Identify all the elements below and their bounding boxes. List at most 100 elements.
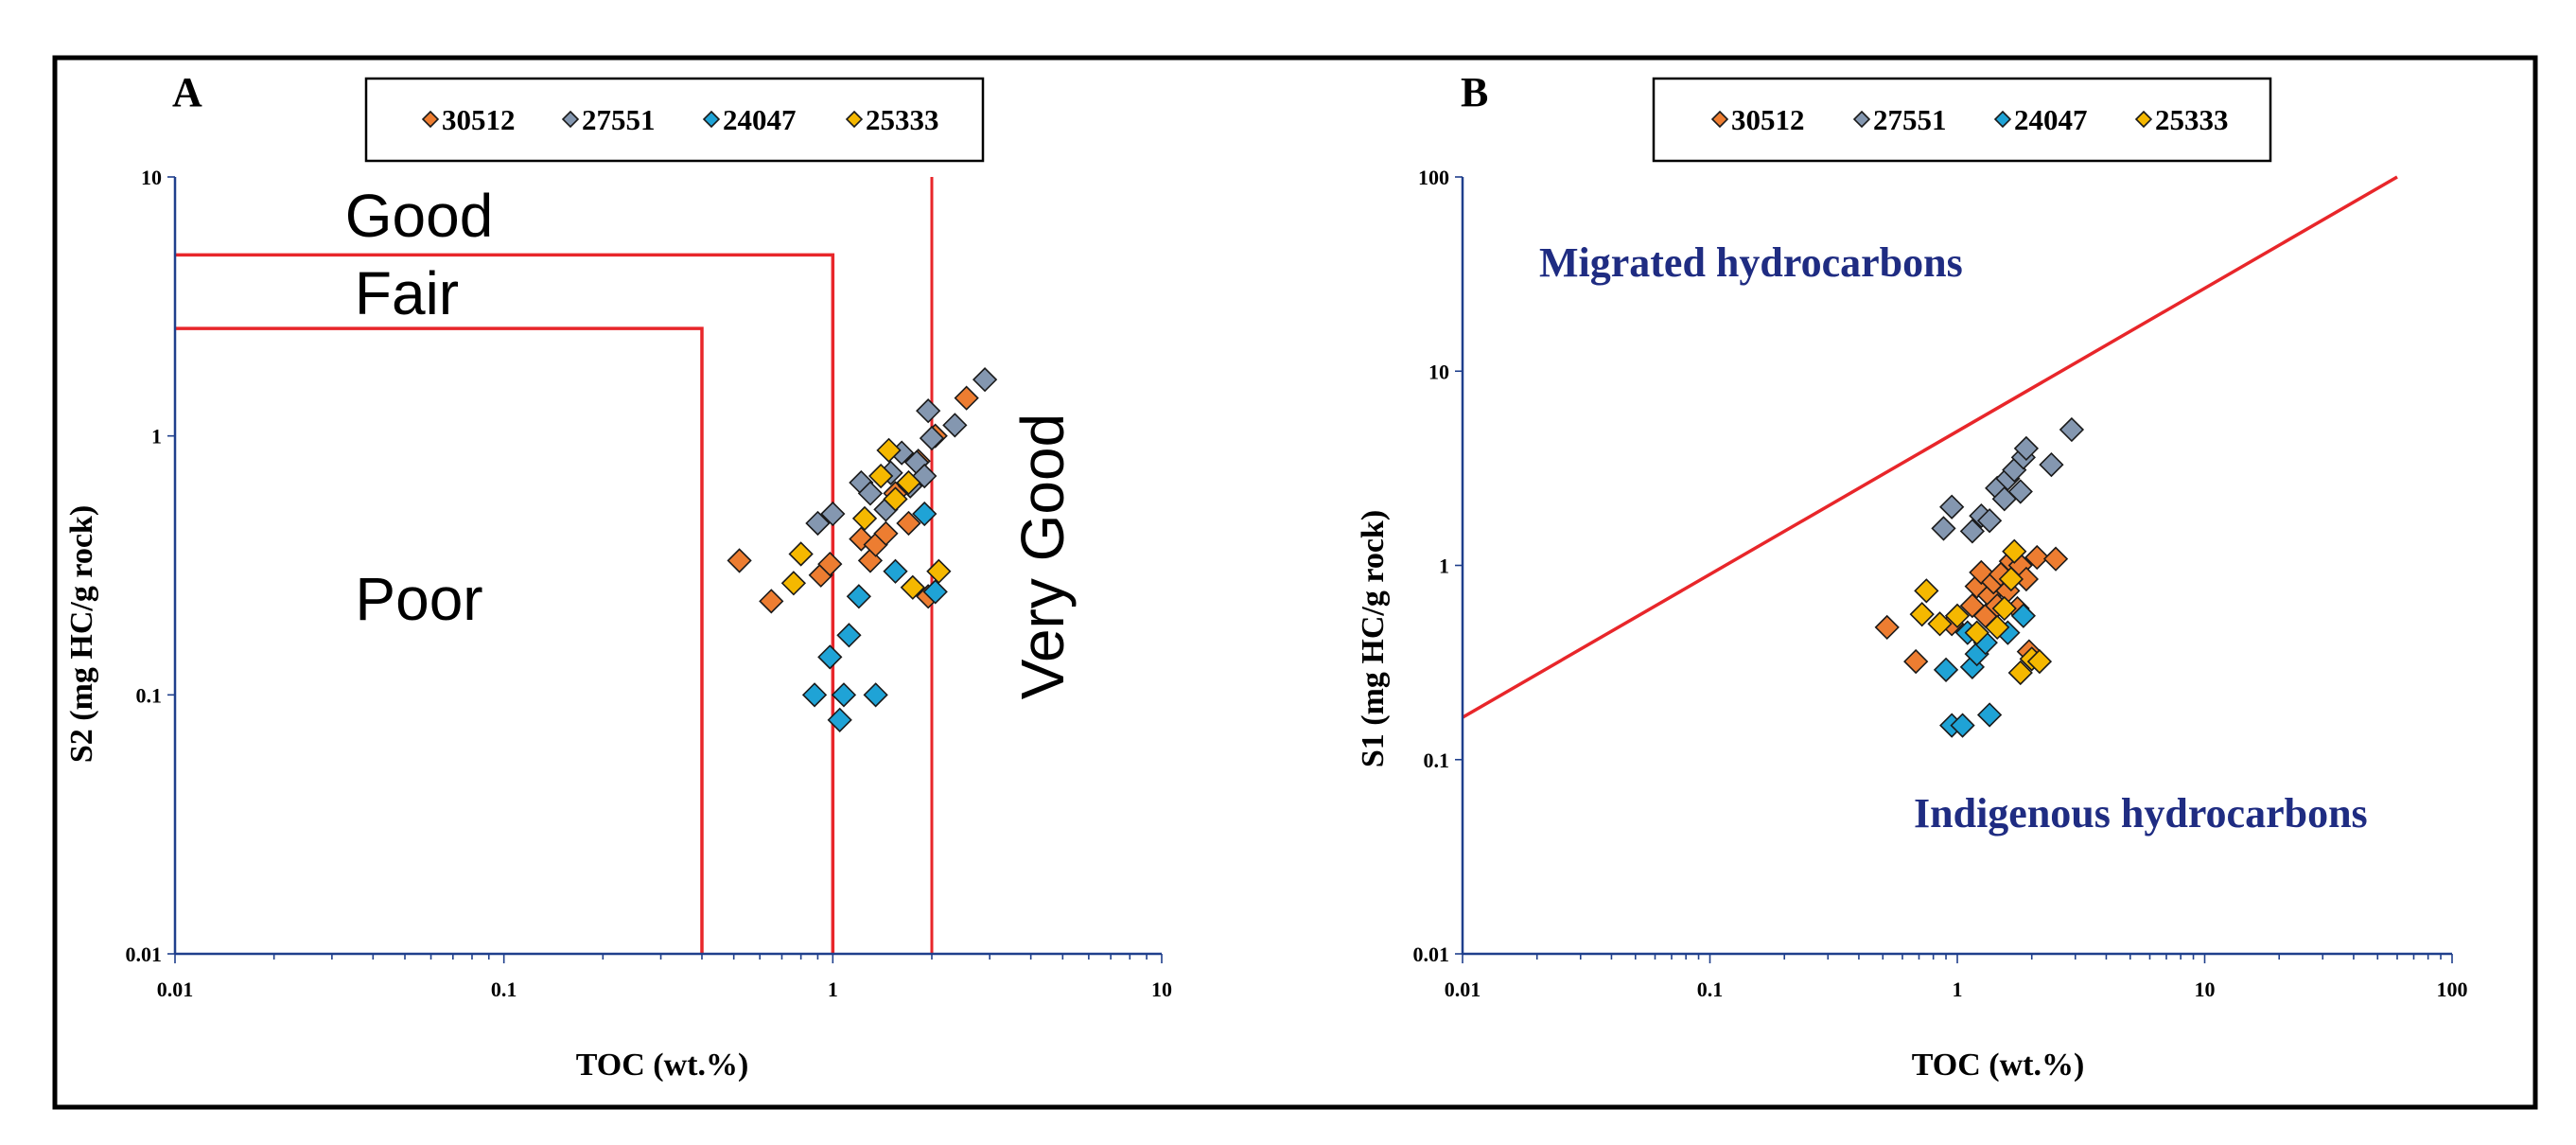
panel-b-point-27551-0 xyxy=(1931,516,1956,541)
panel-b-y-tick-label: 100 xyxy=(1418,166,1449,189)
panel-b-x-tick-label: 0.1 xyxy=(1697,978,1724,1001)
panel-b-point-24047-7 xyxy=(1976,702,2003,728)
panel-a-point-24047-6 xyxy=(863,682,888,708)
panel-a-legend-label-25333: 25333 xyxy=(866,103,939,136)
panel-a-point-24047-9 xyxy=(922,579,948,605)
panel-b-y-axis-title: S1 (mg HC/g rock) xyxy=(1356,510,1391,767)
panel-a-point-25333-1 xyxy=(788,541,814,567)
panel-b-legend-label-24047: 24047 xyxy=(2014,103,2088,136)
panel-a-point-25333-4 xyxy=(876,437,902,463)
panel-a-y-tick-label: 10 xyxy=(141,166,162,189)
panel-a-point-30512-7 xyxy=(873,520,899,546)
panel-a-point-24047-3 xyxy=(831,682,857,708)
panel-a-letter: A xyxy=(172,69,202,115)
panel-b-point-25333-0 xyxy=(1909,602,1935,627)
panel-a-point-25333-8 xyxy=(926,558,952,584)
panel-a-y-axis-title: S2 (mg HC/g rock) xyxy=(64,505,99,763)
panel-a-point-27551-0 xyxy=(805,510,831,537)
panel-b-point-25333-6 xyxy=(1991,595,2017,622)
panel-b: B 30512 27551 24047 25333 Migrated hydrocar… xyxy=(1356,69,2468,1083)
panel-b-point-30512-0 xyxy=(1874,614,1900,641)
panel-b-legend-label-25333: 25333 xyxy=(2155,103,2229,136)
panel-b-x-tick-label: 100 xyxy=(2437,978,2468,1001)
zone-label-good: Good xyxy=(345,182,494,250)
panel-a-legend-marker-25333 xyxy=(845,110,864,129)
panel-a-x-tick-label: 0.01 xyxy=(157,978,194,1001)
panel-b-point-27551-4 xyxy=(1976,508,2003,534)
panel-b-point-25333-8 xyxy=(2002,538,2027,564)
panel-a-x-tick-label: 1 xyxy=(828,978,838,1001)
panel-a-point-27551-12 xyxy=(942,413,968,438)
panel-b-point-25333-2 xyxy=(1927,611,1953,637)
panel-a-point-24047-8 xyxy=(912,501,938,527)
panel-a-point-24047-5 xyxy=(846,584,871,609)
panel-a-x-tick-label: 10 xyxy=(1151,978,1172,1001)
panel-a-y-tick-label: 0.1 xyxy=(136,683,163,707)
panel-b-legend-label-30512: 30512 xyxy=(1731,103,1805,136)
panel-b-y-tick-label: 0.01 xyxy=(1413,942,1450,966)
panel-a-point-25333-6 xyxy=(896,469,921,496)
panel-b-legend-marker-25333 xyxy=(2134,110,2153,129)
panel-b-legend-marker-27551 xyxy=(1852,110,1871,129)
panel-a-point-25333-2 xyxy=(851,505,878,532)
panel-a-point-27551-1 xyxy=(820,501,846,527)
panel-a-legend-label-27551: 27551 xyxy=(582,103,656,136)
panel-a-point-30512-9 xyxy=(896,510,921,537)
panel-a-point-27551-3 xyxy=(857,481,884,506)
panel-b-x-tick-label: 0.01 xyxy=(1445,978,1481,1001)
panel-a-point-25333-7 xyxy=(900,574,925,600)
panel-b-point-25333-1 xyxy=(1914,578,1939,604)
panel-b-point-27551-11 xyxy=(2013,435,2040,462)
panel-a-legend-marker-30512 xyxy=(421,110,440,129)
panel-a-legend-label-30512: 30512 xyxy=(442,103,516,136)
panel-b-point-27551-9 xyxy=(2007,479,2033,504)
panel-b-point-24047-0 xyxy=(1933,657,1959,682)
panel-b-x-tick-label: 10 xyxy=(2195,978,2216,1001)
zone-label-fair: Fair xyxy=(355,259,459,327)
panel-a-legend: 30512 27551 24047 25333 xyxy=(364,77,985,163)
panel-a-legend-marker-24047 xyxy=(702,110,721,129)
panel-b-y-tick-label: 1 xyxy=(1439,555,1449,578)
panel-b-point-24047-9 xyxy=(2010,603,2037,628)
panel-a-point-27551-13 xyxy=(972,367,998,393)
panel-b-legend: 30512 27551 24047 25333 xyxy=(1652,77,2272,163)
panel-b-y-tick-label: 0.1 xyxy=(1424,749,1450,772)
panel-a-legend-label-24047: 24047 xyxy=(723,103,797,136)
panel-b-point-25333-9 xyxy=(2007,660,2033,686)
panel-a-legend-marker-27551 xyxy=(561,110,580,129)
migrated-indigenous-divider xyxy=(1462,175,2398,719)
panel-a-point-30512-4 xyxy=(849,526,874,552)
panel-a-y-tick-label: 0.01 xyxy=(126,942,163,966)
panel-a: A 30512 27551 24047 25333 Good Fair Poor Ve… xyxy=(64,69,1172,1083)
panel-a-point-30512-0 xyxy=(727,548,752,573)
panel-a-point-24047-1 xyxy=(817,644,843,670)
panel-b-x-axis-title: TOC (wt.%) xyxy=(1912,1048,2085,1083)
panel-b-point-25333-4 xyxy=(1964,620,1989,645)
zone-label-very-good: Very Good xyxy=(1008,414,1077,699)
panel-b-point-25333-5 xyxy=(1985,614,2010,641)
panel-b-point-27551-1 xyxy=(1939,494,1965,520)
panel-b-letter: B xyxy=(1461,69,1488,115)
panel-a-point-25333-5 xyxy=(883,486,908,512)
panel-a-point-25333-3 xyxy=(868,463,894,489)
panel-b-point-30512-16 xyxy=(2024,544,2050,571)
panel-a-legend-box xyxy=(364,77,985,163)
panel-a-point-30512-13 xyxy=(954,385,979,411)
panel-b-point-27551-2 xyxy=(1959,519,1986,544)
region-label-indigenous: Indigenous hydrocarbons xyxy=(1914,790,2368,837)
panel-b-legend-marker-24047 xyxy=(1993,110,2012,129)
panel-a-point-30512-3 xyxy=(817,551,843,577)
panel-b-legend-box xyxy=(1652,77,2272,163)
panel-b-point-27551-12 xyxy=(2039,451,2064,478)
panel-a-point-24047-0 xyxy=(801,682,828,708)
outer-frame xyxy=(52,55,2538,1110)
panel-a-point-24047-7 xyxy=(883,558,908,584)
panel-a-x-axis-title: TOC (wt.%) xyxy=(576,1048,749,1083)
panel-b-y-tick-label: 10 xyxy=(1428,360,1449,383)
panel-b-point-27551-13 xyxy=(2059,416,2085,443)
panel-b-point-25333-3 xyxy=(1944,603,1971,628)
panel-b-point-24047-2 xyxy=(1950,713,1975,738)
poor-fair-boundary xyxy=(175,326,704,954)
panel-b-legend-marker-30512 xyxy=(1710,110,1729,129)
